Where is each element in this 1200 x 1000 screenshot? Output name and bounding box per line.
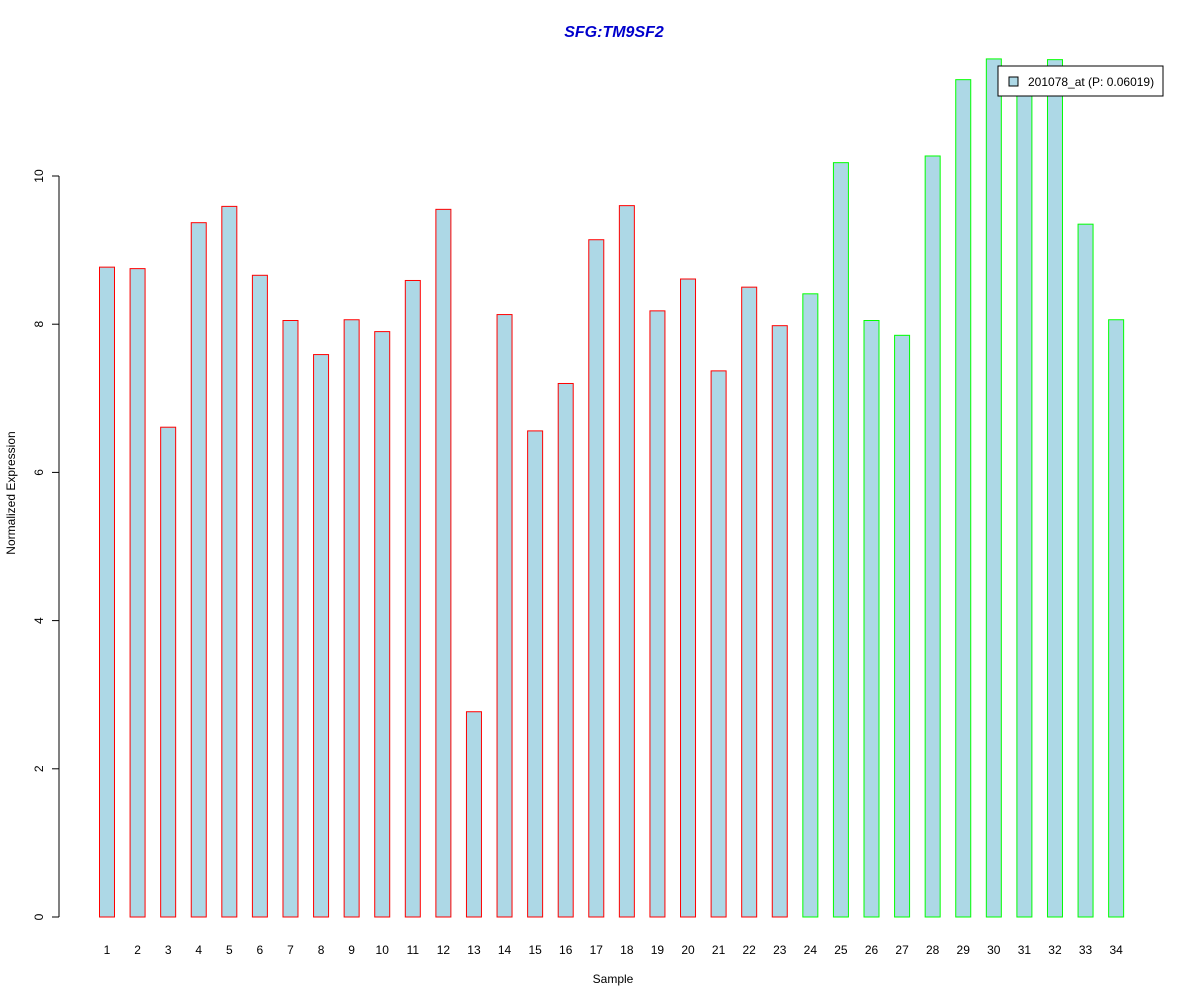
bar-sample-10 bbox=[374, 331, 391, 918]
x-tick-label: 8 bbox=[318, 943, 325, 957]
x-tick-label: 14 bbox=[498, 943, 512, 957]
bar-sample-17 bbox=[588, 239, 605, 918]
x-tick-label: 20 bbox=[681, 943, 695, 957]
x-tick-label: 21 bbox=[712, 943, 726, 957]
bar-sample-19 bbox=[649, 310, 666, 918]
x-tick-label: 1 bbox=[104, 943, 111, 957]
bar-sample-22 bbox=[741, 286, 758, 918]
legend-box bbox=[997, 65, 1164, 97]
x-tick-label: 19 bbox=[651, 943, 665, 957]
x-tick-label: 13 bbox=[467, 943, 481, 957]
x-tick-label: 27 bbox=[895, 943, 909, 957]
legend-swatch bbox=[1008, 76, 1019, 87]
bars-group bbox=[99, 58, 1125, 918]
x-tick-label: 6 bbox=[257, 943, 264, 957]
x-tick-label: 16 bbox=[559, 943, 573, 957]
bar-sample-11 bbox=[404, 279, 421, 918]
x-axis-label: Sample bbox=[593, 972, 634, 986]
bar-sample-14 bbox=[496, 314, 513, 918]
bar-sample-25 bbox=[832, 162, 849, 918]
bar-sample-27 bbox=[894, 334, 911, 918]
bar-sample-21 bbox=[710, 370, 727, 918]
bar-sample-3 bbox=[160, 426, 177, 918]
bar-sample-24 bbox=[802, 293, 819, 918]
x-tick-label: 25 bbox=[834, 943, 848, 957]
bar-sample-29 bbox=[955, 79, 972, 918]
x-tick-label: 10 bbox=[376, 943, 390, 957]
y-tick-label: 6 bbox=[32, 469, 46, 476]
bar-sample-4 bbox=[190, 222, 207, 918]
bar-sample-31 bbox=[1016, 86, 1033, 918]
bar-sample-15 bbox=[527, 430, 544, 918]
bar-sample-8 bbox=[313, 354, 330, 918]
x-tick-label: 12 bbox=[437, 943, 451, 957]
bar-sample-9 bbox=[343, 319, 360, 918]
bar-sample-7 bbox=[282, 320, 299, 918]
x-tick-label: 3 bbox=[165, 943, 172, 957]
bar-sample-26 bbox=[863, 320, 880, 918]
x-tick-label: 30 bbox=[987, 943, 1001, 957]
y-tick-label: 0 bbox=[32, 913, 46, 920]
bar-sample-23 bbox=[771, 325, 788, 918]
y-axis: 0 2 4 6 8 10 bbox=[32, 169, 60, 920]
x-tick-label: 11 bbox=[407, 943, 420, 957]
x-tick-label: 4 bbox=[195, 943, 202, 957]
bar-sample-32 bbox=[1046, 59, 1063, 918]
y-tick-label: 10 bbox=[32, 169, 46, 183]
y-tick-label: 4 bbox=[32, 617, 46, 624]
x-tick-label: 2 bbox=[134, 943, 141, 957]
x-tick-label: 31 bbox=[1018, 943, 1032, 957]
x-tick-label: 18 bbox=[620, 943, 634, 957]
bar-sample-20 bbox=[680, 278, 697, 918]
bar-sample-13 bbox=[465, 711, 482, 918]
chart-title: SFG:TM9SF2 bbox=[564, 24, 664, 41]
x-tick-label: 33 bbox=[1079, 943, 1093, 957]
bar-sample-30 bbox=[985, 58, 1002, 918]
bar-sample-6 bbox=[251, 274, 268, 918]
bar-sample-2 bbox=[129, 268, 146, 918]
x-tick-label: 34 bbox=[1109, 943, 1123, 957]
y-tick-label: 8 bbox=[32, 321, 46, 328]
bar-sample-34 bbox=[1108, 319, 1125, 918]
x-tick-label: 29 bbox=[957, 943, 971, 957]
x-tick-label: 7 bbox=[287, 943, 294, 957]
bar-sample-18 bbox=[618, 205, 635, 918]
bar-sample-33 bbox=[1077, 223, 1094, 918]
bar-sample-28 bbox=[924, 155, 941, 918]
x-tick-label: 28 bbox=[926, 943, 940, 957]
x-tick-label: 22 bbox=[743, 943, 757, 957]
x-tick-label: 32 bbox=[1048, 943, 1062, 957]
x-tick-label: 23 bbox=[773, 943, 787, 957]
bar-sample-1 bbox=[99, 266, 115, 918]
x-tick-label: 17 bbox=[590, 943, 604, 957]
bar-sample-16 bbox=[557, 382, 574, 918]
y-tick-label: 2 bbox=[32, 765, 46, 772]
x-tick-label: 5 bbox=[226, 943, 233, 957]
legend: 201078_at (P: 0.06019) bbox=[997, 65, 1164, 97]
bar-sample-5 bbox=[221, 205, 238, 918]
y-axis-label: Normalized Expression bbox=[4, 431, 18, 554]
x-tick-label: 24 bbox=[804, 943, 818, 957]
bar-sample-12 bbox=[435, 208, 452, 918]
x-tick-label: 26 bbox=[865, 943, 879, 957]
legend-label: 201078_at (P: 0.06019) bbox=[1028, 75, 1154, 89]
x-tick-label: 9 bbox=[348, 943, 355, 957]
x-tick-labels: 1 2 3 4 5 6 7 8 9 10 11 12 13 14 15 16 17 18 19 20 21 22 23 24 2… bbox=[104, 943, 1123, 957]
x-tick-label: 15 bbox=[528, 943, 542, 957]
